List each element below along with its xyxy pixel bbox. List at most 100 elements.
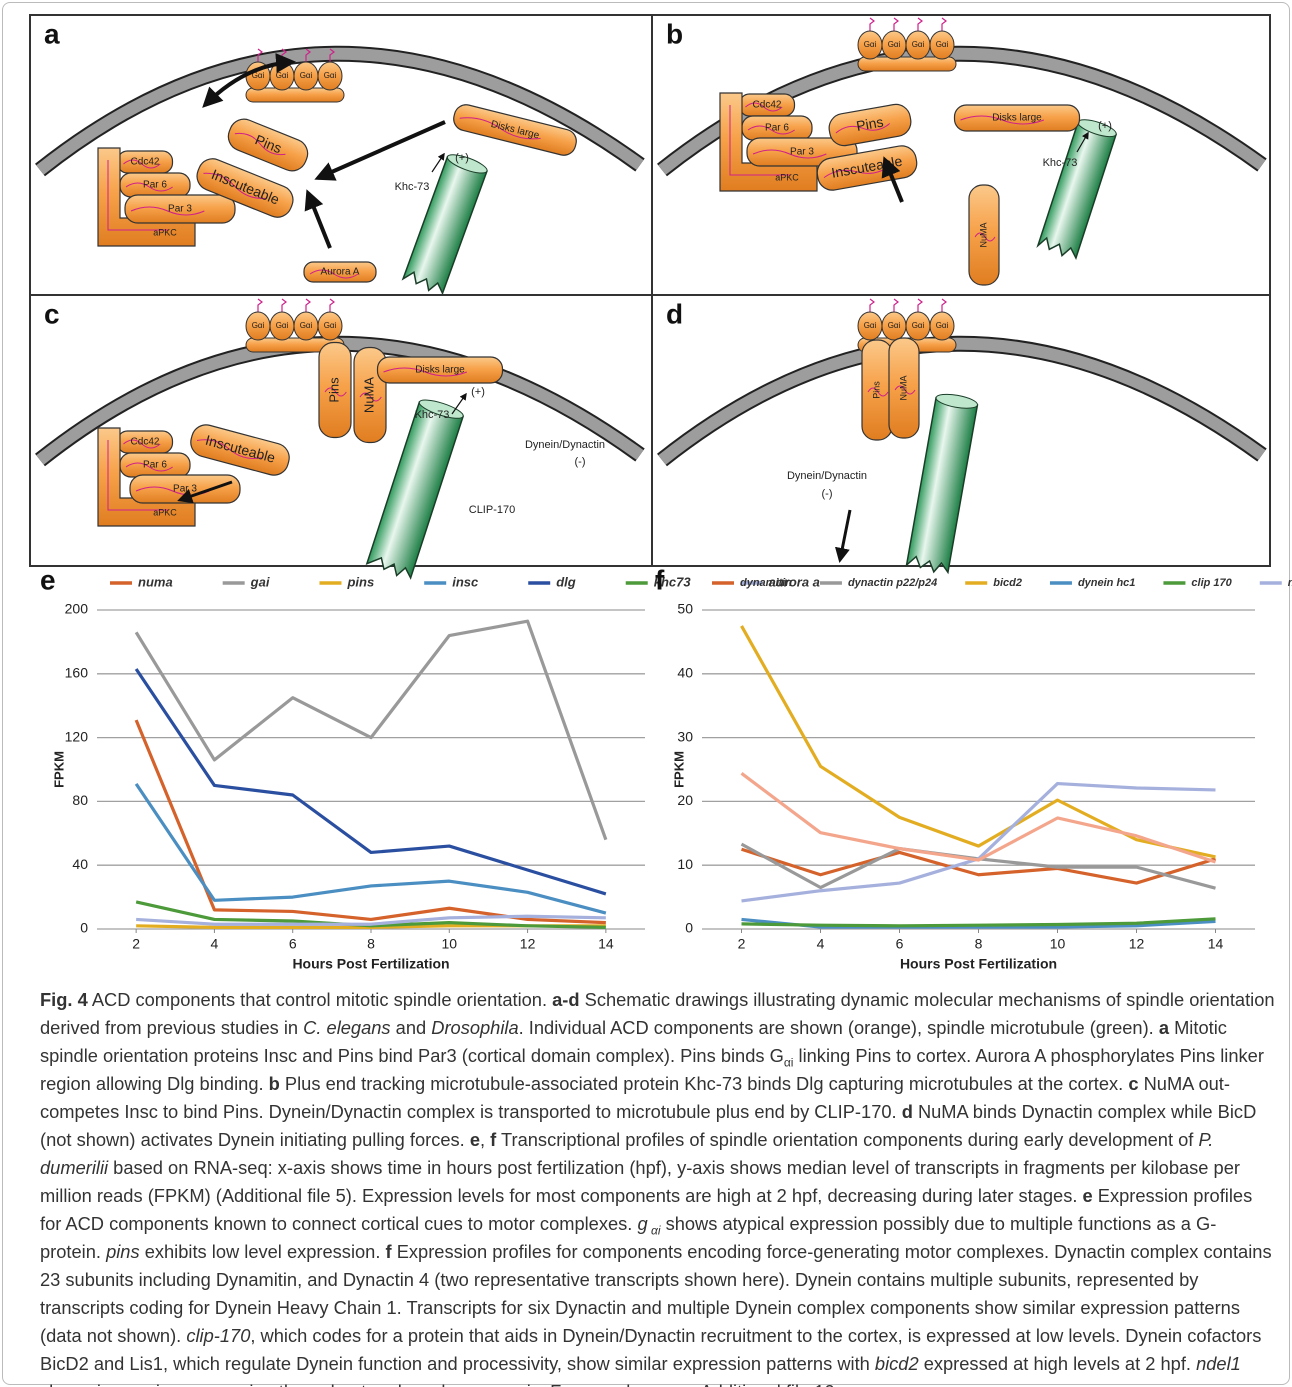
annotation: Khc-73 xyxy=(1043,157,1078,169)
y-axis-label: FPKM xyxy=(671,751,686,788)
annotation: (+) xyxy=(455,152,469,164)
caption-text: b xyxy=(269,1073,280,1094)
galpha-label: Gαi xyxy=(324,321,337,330)
y-tick-label: 30 xyxy=(677,728,693,744)
annotation: (+) xyxy=(471,386,485,398)
microtubule-group xyxy=(1037,116,1118,260)
annotation: Dynein/Dynactin xyxy=(787,470,867,482)
x-tick-label: 2 xyxy=(738,936,746,952)
y-tick-label: 40 xyxy=(72,856,88,872)
caption-text: clip-170 xyxy=(186,1325,250,1346)
data-line xyxy=(136,720,606,923)
x-tick-label: 6 xyxy=(896,936,904,952)
linker xyxy=(306,299,310,313)
protein: Pins xyxy=(827,102,913,148)
arrow xyxy=(308,193,330,248)
caption-text: bicd2 xyxy=(875,1353,919,1374)
y-tick-label: 160 xyxy=(65,665,89,681)
protein-label: Par 6 xyxy=(143,180,167,191)
protein-label: Cdc42 xyxy=(131,437,160,448)
x-tick-label: 8 xyxy=(975,936,983,952)
arrow xyxy=(318,122,445,178)
x-tick-label: 6 xyxy=(289,936,297,952)
caption-text: e xyxy=(470,1129,480,1150)
microtubule-group xyxy=(402,151,489,295)
linker xyxy=(282,299,286,313)
protein-label: aPKC xyxy=(775,172,799,182)
legend-label: clip 170 xyxy=(1191,577,1232,589)
protein-label: Cdc42 xyxy=(753,100,782,111)
legend-label: pins xyxy=(346,574,374,589)
linker xyxy=(330,299,334,313)
y-tick-label: 80 xyxy=(72,792,88,808)
galpha-label: Gαi xyxy=(300,71,313,80)
caption-text: expressed at high levels at 2 hpf. xyxy=(919,1353,1196,1374)
legend-label: gai xyxy=(250,574,270,589)
protein-label: aPKC xyxy=(153,507,177,517)
annotation: CLIP-170 xyxy=(469,504,515,516)
legend-label: ndel1 xyxy=(1288,577,1292,589)
legend-label: bicd2 xyxy=(993,577,1022,589)
annotation: Dynein/Dynactin xyxy=(525,439,605,451)
protein: Inscuteable xyxy=(188,422,293,479)
y-tick-label: 50 xyxy=(677,601,693,617)
protein-label: Par 3 xyxy=(173,484,197,495)
protein-label: Par 3 xyxy=(790,147,814,158)
panel-label: b xyxy=(666,18,683,49)
x-tick-label: 10 xyxy=(441,936,457,952)
caption-text: e xyxy=(1083,1185,1093,1206)
caption-text: Drosophila xyxy=(431,1017,518,1038)
annotation: (+) xyxy=(1098,120,1112,132)
linker xyxy=(258,299,262,313)
protein: NuMA xyxy=(969,185,999,285)
galpha-label: Gαi xyxy=(252,321,265,330)
linker xyxy=(894,18,898,32)
data-line xyxy=(742,849,1216,883)
panel-label: a xyxy=(44,18,60,49)
panel-label: f xyxy=(655,564,665,595)
galpha-label: Gαi xyxy=(276,71,289,80)
protein: Cdc42 xyxy=(740,94,795,116)
panel-label: d xyxy=(666,298,683,329)
galpha-label: Gαi xyxy=(888,40,901,49)
annotation: Khc-73 xyxy=(395,181,430,193)
protein: Par 3 xyxy=(125,195,235,223)
y-tick-label: 20 xyxy=(677,792,693,808)
protein-label: Par 3 xyxy=(168,204,192,215)
x-tick-label: 14 xyxy=(598,936,614,952)
linker xyxy=(870,299,874,313)
linker xyxy=(942,299,946,313)
protein: NuMA xyxy=(889,338,919,438)
x-tick-label: 4 xyxy=(211,936,219,952)
caption-text: Plus end tracking microtubule-associated… xyxy=(280,1073,1128,1094)
caption-text: shows increasing expression throughout e… xyxy=(40,1381,835,1387)
figure-caption: Fig. 4 ACD components that control mitot… xyxy=(40,986,1276,1387)
legend-label: dynein hc1 xyxy=(1078,577,1135,589)
protein-label: Disks large xyxy=(415,365,465,376)
galpha-label: Gαi xyxy=(912,40,925,49)
y-tick-label: 0 xyxy=(80,920,88,936)
galpha-label: Gαi xyxy=(864,321,877,330)
x-tick-label: 10 xyxy=(1050,936,1066,952)
caption-text: and xyxy=(391,1017,432,1038)
caption-text: Transcriptional profiles of spindle orie… xyxy=(496,1129,1198,1150)
microtubule xyxy=(1037,122,1116,260)
y-tick-label: 0 xyxy=(685,920,693,936)
galpha-label: Gαi xyxy=(936,40,949,49)
linker xyxy=(918,299,922,313)
protein: Disks large xyxy=(955,105,1080,131)
legend-label: dynamitin xyxy=(740,577,792,589)
caption-text: a-d xyxy=(552,989,579,1010)
protein-label: NuMA xyxy=(978,222,988,247)
y-axis-label: FPKM xyxy=(51,751,66,788)
panel-label: c xyxy=(44,298,60,329)
linker xyxy=(942,18,946,32)
caption-text: ACD components that control mitotic spin… xyxy=(88,989,552,1010)
caption-text: based on RNA-seq: x-axis shows time in h… xyxy=(40,1157,1240,1206)
galpha-label: Gαi xyxy=(912,321,925,330)
protein: Cdc42 xyxy=(118,151,173,173)
protein-label: Par 6 xyxy=(143,460,167,471)
